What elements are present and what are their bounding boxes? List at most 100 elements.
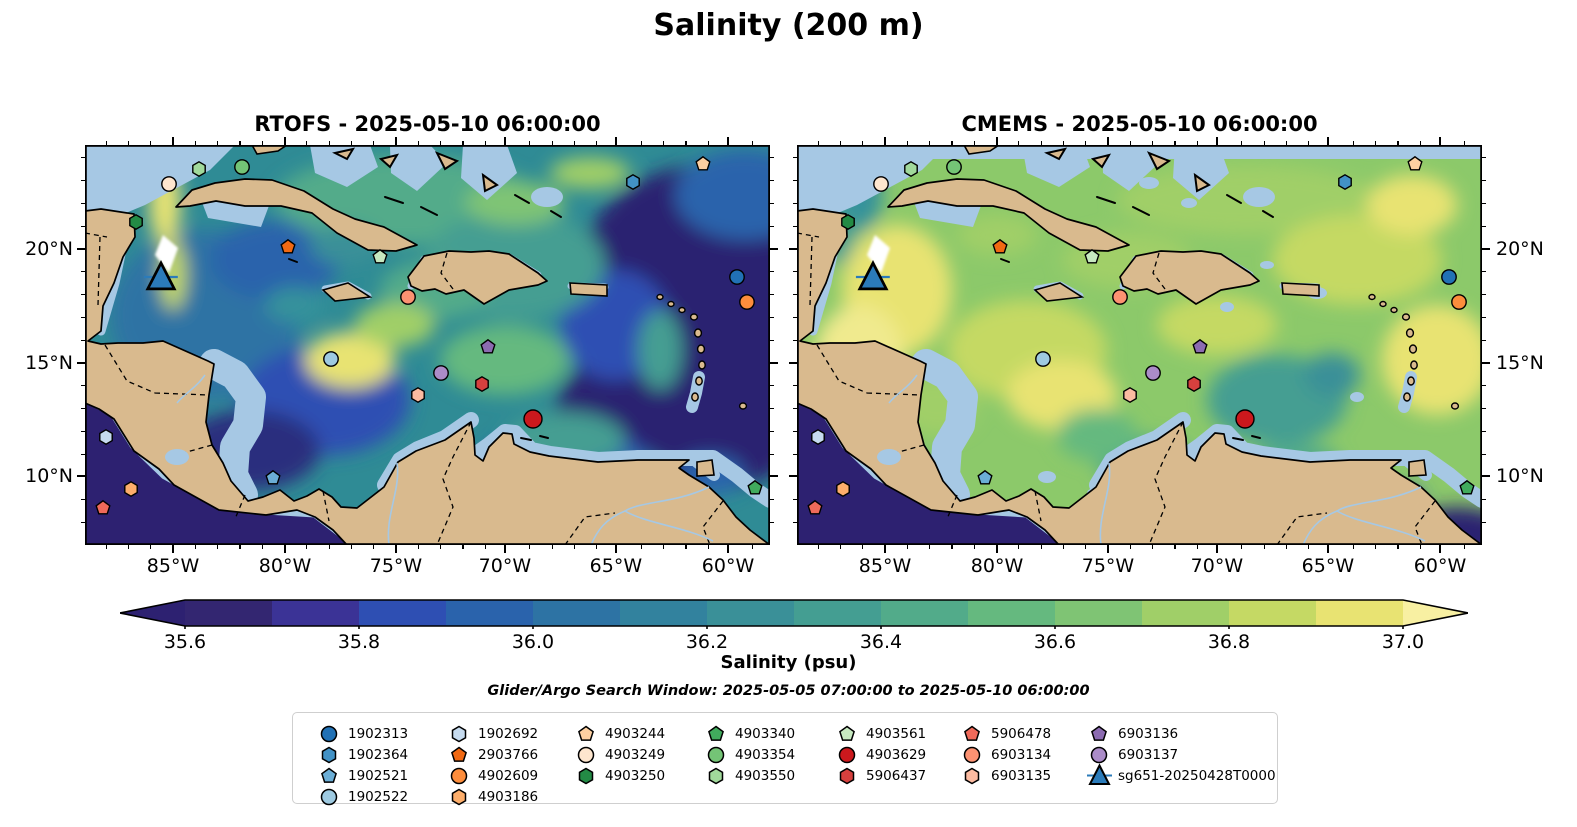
x-minor-tick	[1419, 141, 1421, 145]
y-major-tick	[770, 362, 778, 364]
x-minor-tick	[462, 545, 464, 549]
x-minor-tick	[306, 141, 308, 145]
map-panel-rtofs: RTOFS - 2025-05-10 06:00:00	[25, 112, 778, 577]
x-minor-tick	[1062, 545, 1065, 549]
marker-1902364	[623, 173, 642, 192]
x-minor-tick	[1375, 545, 1377, 549]
legend-label: 6903136	[1118, 725, 1179, 742]
x-minor-tick	[1241, 545, 1243, 549]
x-minor-tick	[373, 141, 375, 145]
x-tick-label: 60°W	[1413, 555, 1467, 577]
colorbar-segment	[1055, 600, 1143, 626]
y-minor-tick	[770, 316, 774, 319]
legend-label: 4903244	[605, 725, 666, 742]
marker-4903244	[693, 155, 712, 174]
colorbar-tick-label: 36.8	[1207, 631, 1251, 653]
legend-label: 4903186	[478, 788, 539, 805]
y-minor-tick	[1482, 522, 1486, 524]
legend-item-4903249: 4903249	[573, 744, 665, 765]
legend-label: 6903134	[991, 746, 1052, 763]
legend-label: 4903250	[605, 767, 666, 784]
x-minor-tick	[1308, 545, 1310, 549]
marker-4903250	[126, 213, 145, 232]
x-tick-label: 70°W	[478, 555, 532, 577]
colorbar-strip	[120, 599, 1468, 629]
cmems-title: CMEMS - 2025-05-10 06:00:00	[961, 112, 1318, 136]
cmems-salinity-field	[797, 145, 1482, 545]
y-minor-tick	[1482, 294, 1486, 296]
y-minor-tick	[770, 453, 774, 455]
colorbar-segment	[533, 600, 621, 626]
x-minor-tick	[1241, 141, 1243, 145]
y-minor-tick	[1482, 339, 1486, 341]
pentagon-icon	[834, 724, 860, 744]
y-minor-tick	[770, 408, 774, 410]
x-minor-tick	[217, 545, 219, 549]
y-tick-label: 20°N	[1496, 238, 1544, 260]
marker-5906478	[93, 499, 112, 518]
marker-5906478	[805, 499, 824, 518]
y-minor-tick	[770, 225, 774, 227]
marker-4903249	[872, 175, 891, 194]
legend-item-4903354: 4903354	[703, 744, 795, 765]
colorbar-tick-label: 36.6	[1033, 631, 1077, 653]
x-minor-tick	[951, 141, 953, 145]
colorbar-tick-label: 36.2	[685, 631, 729, 653]
marker-6903134	[1111, 287, 1130, 306]
x-minor-tick	[328, 545, 330, 549]
x-minor-tick	[1129, 545, 1131, 549]
colorbar-segment	[272, 600, 360, 626]
marker-1902313	[728, 267, 747, 286]
legend-item-4903340: 4903340	[703, 723, 795, 744]
colorbar-segment	[968, 600, 1056, 626]
legend-item-6903136: 6903136	[1086, 723, 1178, 744]
legend-item-1902521: 1902521	[316, 765, 408, 786]
pentagon-icon	[1086, 724, 1112, 744]
marker-4902609	[1449, 293, 1468, 312]
x-tick-label: 60°W	[701, 555, 755, 577]
colorbar-under-arrow	[120, 600, 185, 626]
y-minor-tick	[1482, 499, 1486, 501]
legend-label: 4903550	[735, 767, 796, 784]
x-major-tick	[394, 545, 397, 553]
x-minor-tick	[529, 141, 531, 145]
x-minor-tick	[1263, 545, 1265, 549]
legend-label: 4903340	[735, 725, 796, 742]
x-minor-tick	[484, 141, 486, 145]
y-minor-tick	[793, 294, 797, 296]
x-minor-tick	[1174, 141, 1176, 145]
y-minor-tick	[793, 430, 797, 433]
x-minor-tick	[350, 141, 353, 145]
y-minor-tick	[793, 202, 797, 205]
x-minor-tick	[105, 141, 107, 145]
x-minor-tick	[1152, 141, 1154, 145]
x-major-tick	[614, 137, 617, 145]
x-minor-tick	[261, 141, 263, 145]
x-tick-label: 80°W	[970, 555, 1024, 577]
y-minor-tick	[81, 225, 85, 227]
x-minor-tick	[817, 141, 819, 145]
x-minor-tick	[1040, 545, 1042, 549]
search-window-annotation: Glider/Argo Search Window: 2025-05-05 07…	[487, 683, 1090, 699]
x-minor-tick	[685, 141, 687, 145]
marker-4903249	[160, 175, 179, 194]
legend-label: 5906478	[991, 725, 1052, 742]
y-minor-tick	[1482, 157, 1486, 159]
y-minor-tick	[81, 202, 85, 205]
x-minor-tick	[328, 141, 330, 145]
x-major-tick	[284, 545, 287, 553]
circle-icon	[316, 787, 342, 807]
legend-label: 4902609	[478, 767, 539, 784]
x-minor-tick	[1308, 141, 1310, 145]
x-minor-tick	[1174, 545, 1176, 549]
marker-2903766	[278, 237, 297, 256]
y-minor-tick	[770, 202, 774, 205]
y-minor-tick	[793, 453, 797, 455]
x-minor-tick	[685, 545, 687, 549]
x-minor-tick	[929, 545, 931, 549]
colorbar-tick-label: 36.4	[859, 631, 903, 653]
legend-item-6903134: 6903134	[959, 744, 1051, 765]
legend-label: 2903766	[478, 746, 539, 763]
high-salinity-white-patch	[867, 235, 890, 273]
x-minor-tick	[596, 545, 598, 549]
